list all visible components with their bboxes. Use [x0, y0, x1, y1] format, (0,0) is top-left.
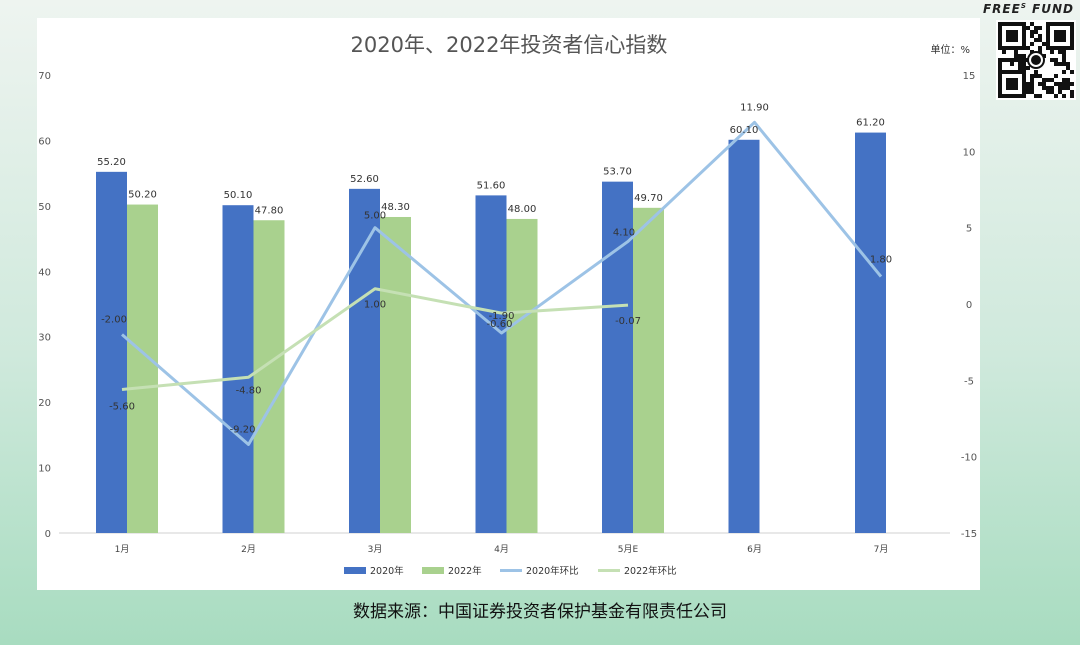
line-value-label: 1.00: [364, 300, 386, 311]
bar-value-label: 50.20: [128, 190, 157, 201]
y-right-tick-label: -10: [961, 453, 977, 464]
line-value-label: -0.07: [615, 316, 641, 327]
chart-svg: 2020年、2022年投资者信心指数 单位：% 010203040506070 …: [38, 33, 977, 577]
bar-2022: [633, 207, 664, 533]
bar-2022: [253, 220, 285, 533]
x-category-label: 6月: [747, 544, 762, 555]
y-right-tick-label: 10: [963, 147, 976, 158]
chart-title: 2020年、2022年投资者信心指数: [351, 33, 668, 57]
bar-2020: [855, 132, 886, 533]
line-value-label: -2.00: [101, 315, 127, 326]
x-category-label: 5月E: [618, 544, 639, 555]
line-value-label: 1.80: [870, 255, 892, 266]
legend-label: 2022年: [448, 565, 482, 577]
legend-label: 2022年环比: [624, 565, 677, 577]
data-source: 数据来源：中国证券投资者保护基金有限责任公司: [353, 602, 727, 622]
brand-logo: FREES FUND: [982, 2, 1074, 16]
y-left-tick-label: 40: [38, 267, 51, 278]
line-value-label: 5.00: [364, 211, 386, 222]
bar-2022: [127, 204, 158, 533]
y-left-tick-label: 60: [38, 136, 51, 147]
line-value-label: 11.90: [740, 102, 769, 113]
line-value-label: 4.10: [613, 227, 635, 238]
legend-label: 2020年: [370, 565, 404, 577]
bar-2022: [380, 216, 411, 534]
bar-value-label: 52.60: [350, 174, 379, 185]
unit-label: 单位：%: [930, 43, 970, 56]
line-2020-mom: [121, 120, 883, 446]
bar-value-label: 53.70: [603, 167, 632, 178]
y-left-tick-label: 10: [38, 464, 51, 475]
line-value-label: -0.60: [487, 319, 513, 330]
y-left-tick-label: 50: [38, 202, 51, 213]
bar-2020: [96, 171, 127, 533]
x-category-label: 3月: [368, 544, 383, 555]
bar-2020: [475, 195, 507, 534]
x-category-label: 2月: [241, 544, 256, 555]
bar-2022: [506, 218, 538, 533]
y-right-tick-label: 15: [963, 71, 976, 82]
bar-value-label: 51.60: [477, 180, 506, 191]
bar-value-label: 50.10: [224, 190, 253, 201]
y-right-tick-label: 5: [966, 224, 972, 235]
bar-value-label: 61.20: [856, 118, 885, 129]
legend-swatch: [422, 567, 444, 574]
y-right-tick-label: -5: [964, 376, 974, 387]
y-left-tick-label: 0: [45, 529, 51, 540]
x-category-label: 1月: [115, 544, 130, 555]
line-2022-mom: [121, 287, 629, 391]
y-left-tick-label: 70: [38, 71, 51, 82]
bar-value-label: 47.80: [255, 205, 284, 216]
legend-label: 2020年环比: [526, 565, 579, 577]
legend-swatch: [344, 567, 366, 574]
line-value-label: -4.80: [236, 385, 262, 396]
y-left-tick-label: 20: [38, 398, 51, 409]
chart-panel: 2020年、2022年投资者信心指数 单位：% 0 10 20 30 40 50 60 70 …: [37, 18, 980, 590]
qr-code-icon: [996, 20, 1076, 100]
x-category-label: 7月: [874, 544, 889, 555]
line-value-label: -1.90: [489, 311, 515, 322]
bar-2020: [222, 205, 254, 533]
bar-value-label: 55.20: [97, 157, 126, 168]
bar-value-label: 48.30: [381, 202, 410, 213]
x-category-label: 4月: [494, 544, 509, 555]
y-right-tick-label: 0: [966, 300, 972, 311]
bar-2020: [349, 188, 380, 534]
line-value-label: -9.20: [230, 424, 256, 435]
bar-value-label: 60.10: [730, 125, 759, 136]
y-left-tick-label: 30: [38, 333, 51, 344]
bar-value-label: 49.70: [634, 193, 663, 204]
y-right-tick-label: -15: [961, 529, 977, 540]
bar-value-label: 48.00: [508, 204, 537, 215]
line-value-label: -5.60: [109, 401, 135, 412]
bar-2020: [728, 139, 760, 533]
